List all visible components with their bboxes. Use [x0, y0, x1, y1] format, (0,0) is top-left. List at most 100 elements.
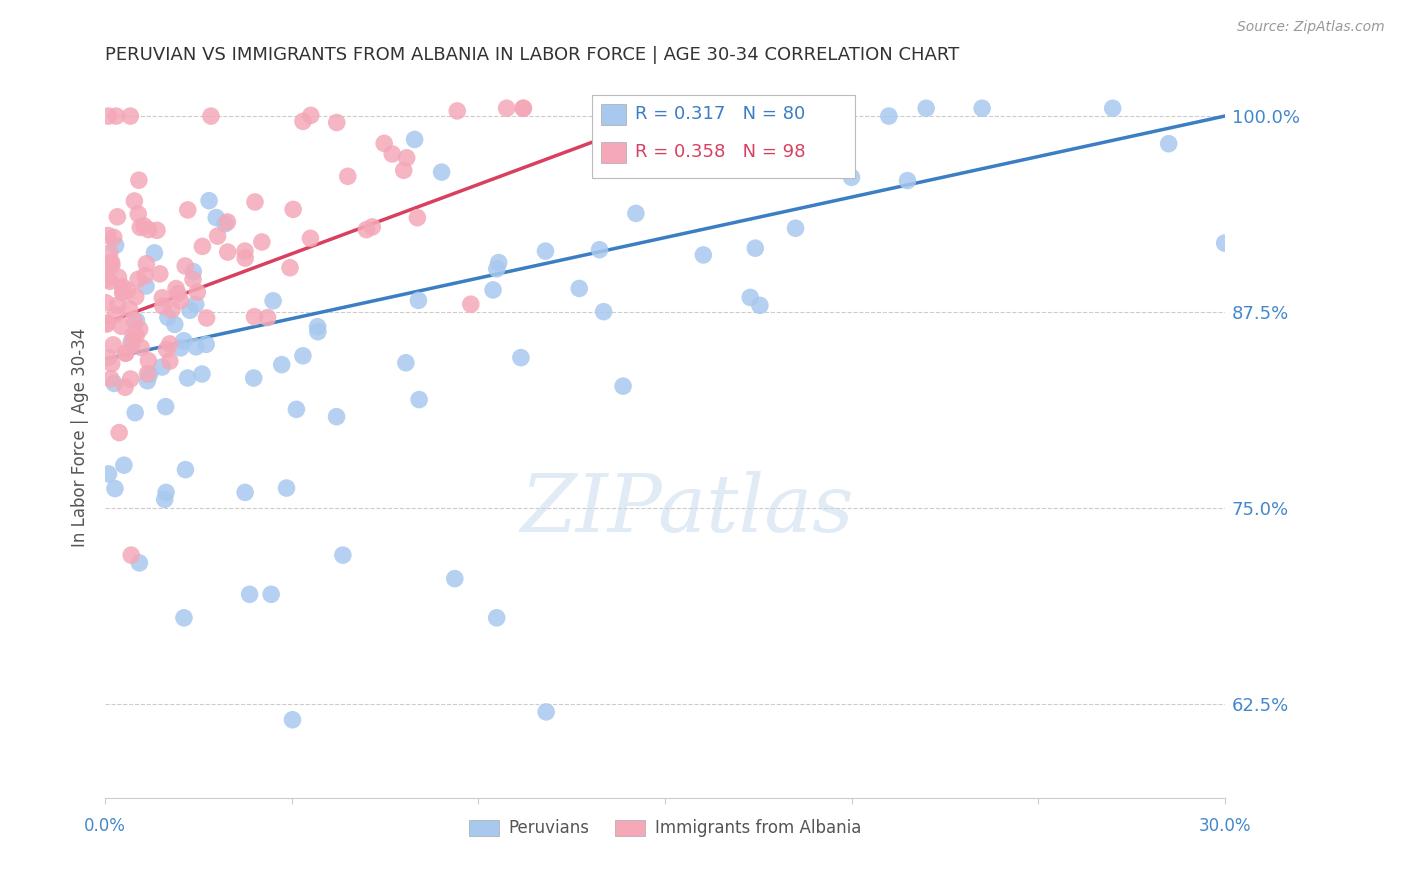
Text: PERUVIAN VS IMMIGRANTS FROM ALBANIA IN LABOR FORCE | AGE 30-34 CORRELATION CHART: PERUVIAN VS IMMIGRANTS FROM ALBANIA IN L… [105, 46, 959, 64]
Point [283, 202, 305, 217]
Legend: Peruvians, Immigrants from Albania: Peruvians, Immigrants from Albania [463, 813, 868, 844]
Point [482, 283, 505, 297]
Point [128, 173, 150, 187]
Point [155, 400, 177, 414]
Point [260, 587, 283, 601]
Point [243, 310, 266, 324]
Point [117, 284, 139, 298]
Point [184, 297, 207, 311]
Point [214, 217, 236, 231]
Point [108, 425, 131, 440]
Point [134, 268, 156, 283]
Point [97, 351, 120, 365]
Point [281, 713, 304, 727]
Point [207, 229, 229, 244]
Point [408, 392, 430, 407]
Point [150, 291, 173, 305]
Point [96, 272, 118, 286]
Point [1213, 236, 1236, 251]
Point [136, 367, 159, 381]
Text: ZIPatlas: ZIPatlas [520, 471, 853, 549]
Point [97, 467, 120, 481]
Y-axis label: In Labor Force | Age 30-34: In Labor Force | Age 30-34 [72, 328, 89, 547]
Point [534, 244, 557, 258]
Point [107, 270, 129, 285]
Point [100, 372, 122, 386]
Point [200, 109, 222, 123]
Point [181, 272, 204, 286]
Point [128, 556, 150, 570]
Point [361, 219, 384, 234]
Text: R = 0.317   N = 80: R = 0.317 N = 80 [634, 104, 806, 123]
Point [262, 293, 284, 308]
Point [568, 281, 591, 295]
Point [153, 492, 176, 507]
Point [114, 380, 136, 394]
Point [624, 206, 647, 220]
Point [114, 346, 136, 360]
Point [96, 316, 118, 330]
Point [107, 298, 129, 312]
Point [165, 281, 187, 295]
Point [430, 165, 453, 179]
Point [127, 207, 149, 221]
Point [104, 238, 127, 252]
Point [152, 299, 174, 313]
Point [299, 231, 322, 245]
Point [534, 705, 557, 719]
Point [1101, 101, 1123, 115]
Point [588, 243, 610, 257]
Point [125, 314, 148, 328]
Point [122, 328, 145, 343]
Point [512, 101, 534, 115]
Point [111, 285, 134, 300]
Point [972, 101, 994, 115]
Bar [602, 142, 626, 163]
Point [101, 258, 124, 272]
Point [146, 223, 169, 237]
Point [98, 274, 121, 288]
Point [176, 371, 198, 385]
Point [105, 210, 128, 224]
Point [278, 260, 301, 275]
Point [120, 548, 142, 562]
Point [163, 318, 186, 332]
Point [104, 482, 127, 496]
Point [191, 239, 214, 253]
Point [183, 265, 205, 279]
Point [191, 367, 214, 381]
Point [118, 301, 141, 316]
Point [132, 219, 155, 233]
Point [239, 587, 262, 601]
Point [485, 611, 508, 625]
Text: 30.0%: 30.0% [1198, 817, 1251, 835]
Point [217, 245, 239, 260]
Point [619, 159, 641, 173]
Point [307, 325, 329, 339]
Point [169, 293, 191, 308]
Point [326, 115, 349, 129]
Bar [602, 103, 626, 125]
Point [406, 211, 429, 225]
Point [291, 114, 314, 128]
Point [120, 335, 142, 350]
Point [179, 303, 201, 318]
Point [509, 351, 531, 365]
Point [488, 255, 510, 269]
Point [195, 337, 218, 351]
Point [169, 341, 191, 355]
Point [159, 337, 181, 351]
Point [128, 322, 150, 336]
Point [100, 357, 122, 371]
Point [592, 304, 614, 318]
Point [96, 317, 118, 331]
Point [120, 372, 142, 386]
Point [114, 346, 136, 360]
Point [125, 290, 148, 304]
Point [243, 194, 266, 209]
Point [276, 481, 298, 495]
Point [381, 147, 404, 161]
Point [167, 286, 190, 301]
Point [495, 101, 517, 115]
Point [740, 290, 762, 304]
